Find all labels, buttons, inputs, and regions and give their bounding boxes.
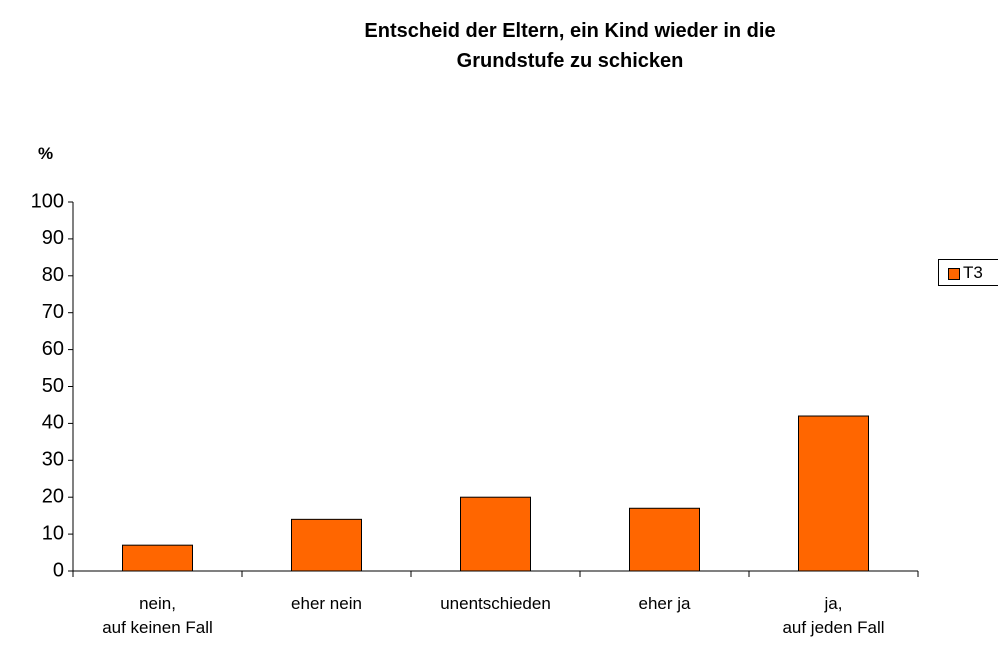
bar — [629, 507, 700, 572]
y-tick-label: 10 — [42, 522, 64, 544]
bar — [122, 544, 193, 572]
y-tick-label: 50 — [42, 375, 64, 397]
x-tick-label: eher ja — [638, 594, 691, 613]
y-axis-label: % — [38, 144, 54, 163]
y-tick-label: 70 — [42, 301, 64, 323]
legend: T3 — [938, 259, 998, 286]
y-tick-label: 100 — [31, 190, 64, 212]
legend-label: T3 — [963, 263, 983, 282]
x-tick-label: unentschieden — [440, 594, 551, 613]
y-tick-label: 60 — [42, 338, 64, 360]
bar — [460, 496, 531, 572]
bar — [291, 518, 362, 572]
x-tick-label: eher nein — [291, 594, 362, 613]
legend-swatch — [948, 268, 960, 280]
y-tick-label: 90 — [42, 227, 64, 249]
x-tick-label: nein, auf keinen Fall — [102, 594, 213, 637]
y-tick-label: 80 — [42, 264, 64, 286]
y-tick-label: 20 — [42, 485, 64, 507]
y-tick-label: 40 — [42, 412, 64, 434]
chart-title: Entscheid der Eltern, ein Kind wieder in… — [364, 20, 776, 72]
x-tick-label: ja, auf jeden Fall — [782, 594, 885, 637]
y-tick-label: 30 — [42, 449, 64, 471]
bar — [798, 415, 869, 572]
y-tick-label: 0 — [53, 559, 64, 581]
